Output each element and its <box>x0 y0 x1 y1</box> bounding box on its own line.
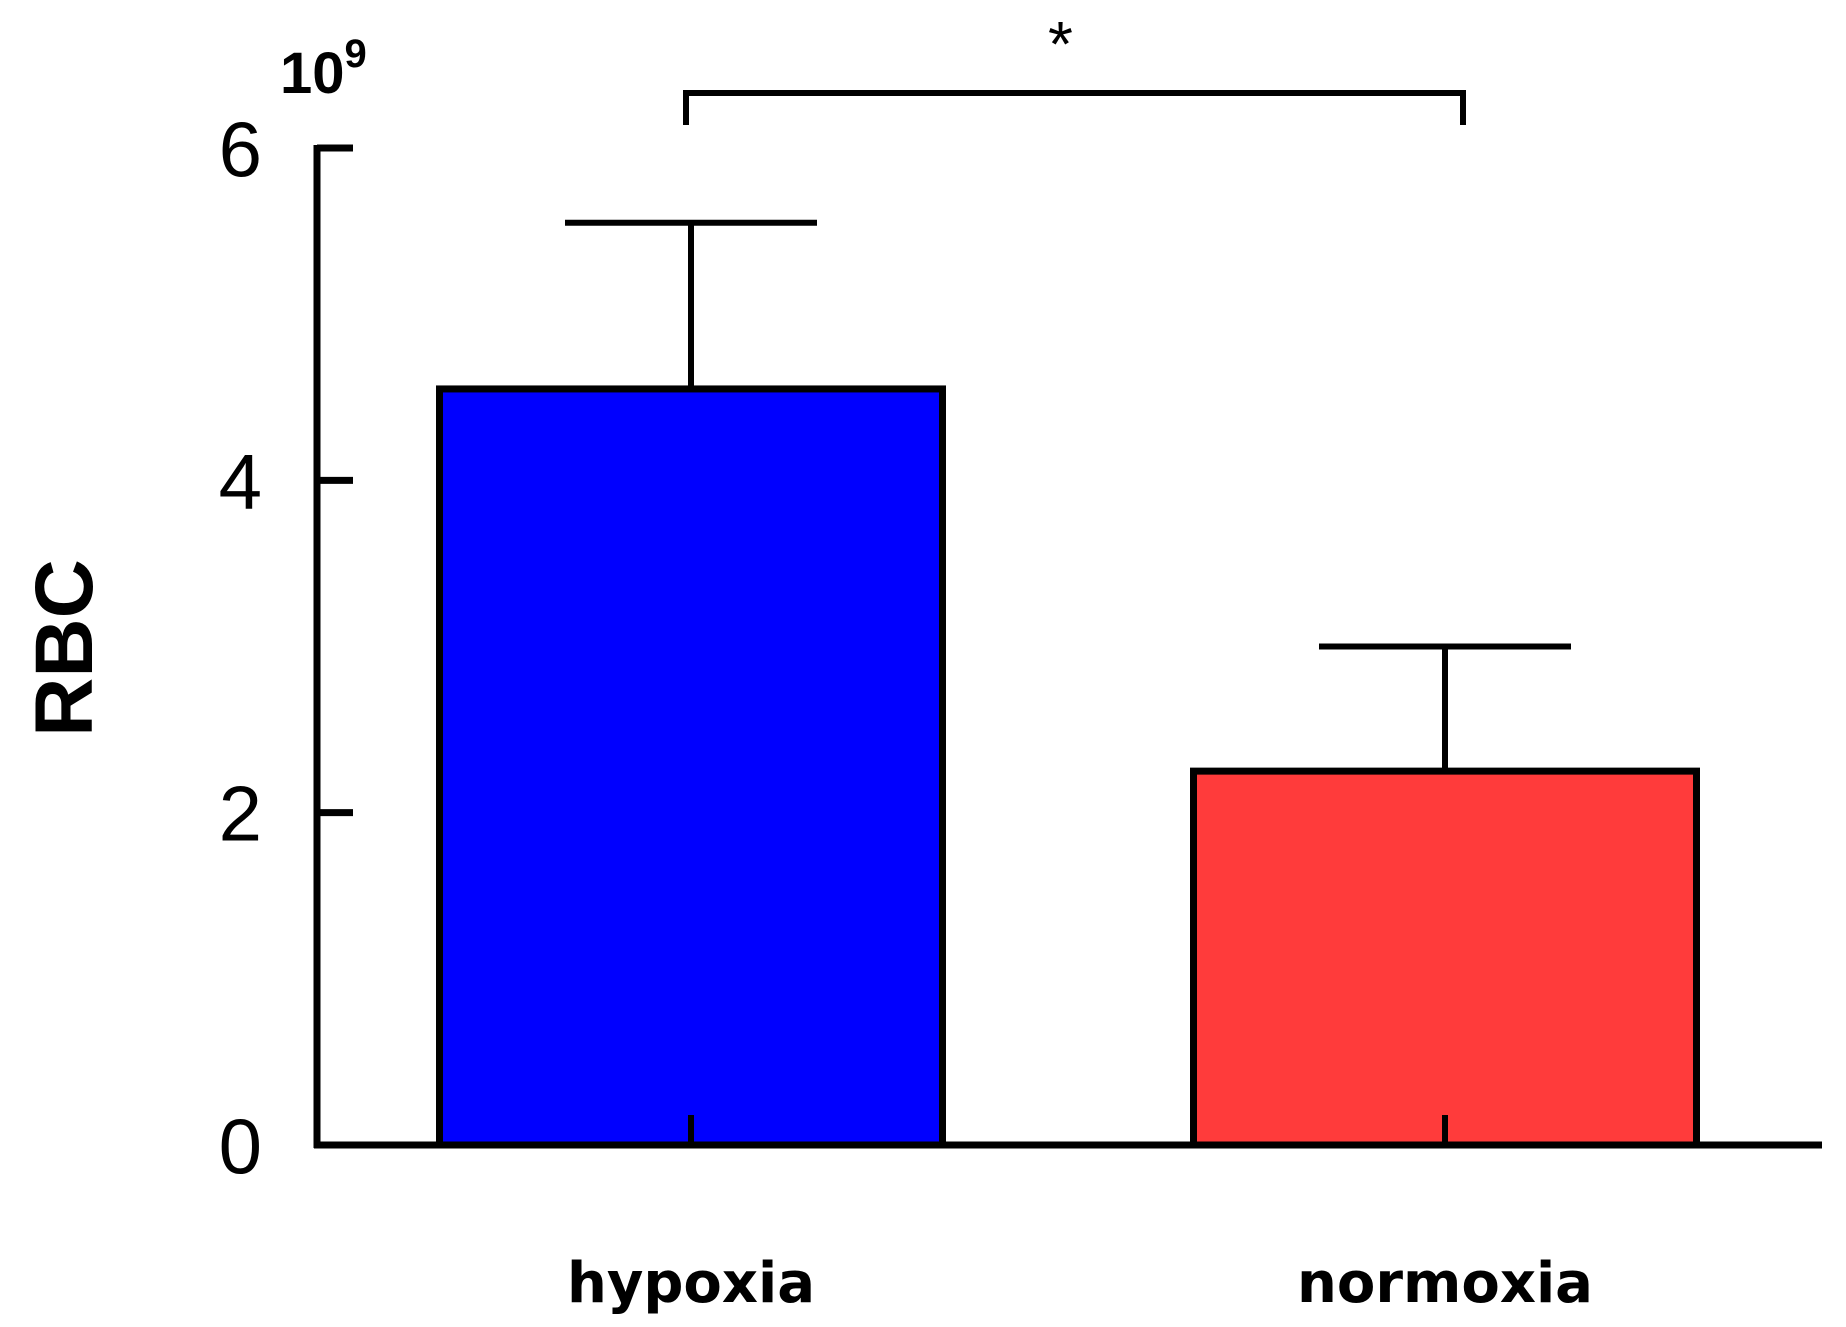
significance-bracket: * <box>683 8 1466 125</box>
y-tick-label-6: 6 <box>219 105 262 193</box>
y-tick-label-4: 4 <box>219 437 262 525</box>
y-axis-title: RBC <box>19 559 110 737</box>
error-bars-layer <box>565 219 1571 772</box>
labels-layer: hypoxia normoxia 0 2 4 6 <box>219 105 1593 1316</box>
multiplier-exponent: 9 <box>345 32 367 76</box>
axes-layer <box>313 144 1822 1149</box>
bar-normoxia <box>1190 767 1700 1149</box>
x-tick-label-normoxia: normoxia <box>1297 1251 1593 1316</box>
multiplier-base: 10 <box>280 41 345 106</box>
significance-marker: * <box>1048 8 1073 80</box>
bar-hypoxia <box>436 385 946 1149</box>
y-tick-label-0: 0 <box>219 1102 262 1190</box>
y-tick-label-2: 2 <box>219 770 262 858</box>
y-axis-multiplier: 109 <box>280 32 367 106</box>
x-tick-label-hypoxia: hypoxia <box>567 1251 815 1316</box>
bars-layer <box>436 385 1700 1149</box>
significance-bracket-line <box>683 90 1466 125</box>
